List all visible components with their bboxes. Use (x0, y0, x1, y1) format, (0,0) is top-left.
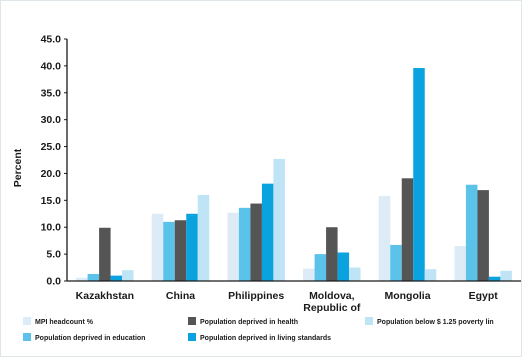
bar-population-below-1-25-poverty-lin-3 (349, 267, 361, 281)
bar-mpi-headcount-5 (454, 246, 466, 281)
x-axis-labels: Kazakhstan China Philippines Moldova,Republ… (76, 290, 499, 314)
y-tick-label: 35.0 (41, 87, 62, 99)
bar-population-deprived-in-living-standards-5 (488, 276, 501, 281)
bar-population-deprived-in-education-5 (465, 184, 478, 281)
bar-population-deprived-in-health-4 (401, 178, 414, 281)
x-category-label: Republic of (303, 302, 361, 314)
y-tick-label: 20.0 (41, 168, 62, 180)
legend: MPI headcount % Population deprived in ed… (23, 317, 494, 342)
bar-population-below-1-25-poverty-lin-2 (273, 158, 285, 281)
y-tick-label: 5.0 (46, 249, 61, 261)
bars (76, 68, 512, 281)
x-category-label: Mongolia (384, 290, 430, 302)
bar-population-deprived-in-education-0 (87, 274, 100, 281)
bar-population-below-1-25-poverty-lin-4 (424, 269, 437, 281)
y-tick-label: 30.0 (41, 114, 62, 126)
legend-label: Population below $ 1.25 poverty lin (377, 319, 494, 326)
legend-label: Population deprived in education (35, 335, 145, 342)
bar-mpi-headcount-3 (303, 268, 315, 281)
bar-population-deprived-in-living-standards-4 (413, 68, 425, 281)
legend-swatch (188, 317, 196, 325)
bar-population-deprived-in-education-1 (163, 221, 175, 281)
bar-mpi-headcount-4 (378, 196, 391, 281)
legend-label: Population deprived in health (200, 319, 298, 326)
legend-swatch (23, 317, 31, 325)
bar-population-deprived-in-education-2 (238, 207, 251, 281)
bar-population-below-1-25-poverty-lin-1 (197, 194, 210, 281)
bar-population-deprived-in-education-4 (390, 244, 402, 281)
bar-population-below-1-25-poverty-lin-0 (122, 270, 134, 281)
bar-population-below-1-25-poverty-lin-5 (500, 270, 512, 281)
bar-mpi-headcount-0 (76, 277, 88, 281)
bar-population-deprived-in-living-standards-3 (337, 252, 350, 281)
bar-population-deprived-in-education-3 (314, 254, 327, 281)
bar-mpi-headcount-2 (227, 212, 239, 281)
x-category-label: Kazakhstan (76, 290, 134, 302)
bar-mpi-headcount-1 (151, 213, 164, 281)
y-tick-label: 40.0 (41, 60, 62, 72)
legend-swatch (188, 333, 196, 341)
bar-population-deprived-in-health-1 (174, 220, 187, 281)
y-tick-label: 15.0 (41, 195, 62, 207)
x-category-label: Moldova, (309, 290, 355, 302)
bar-population-deprived-in-health-5 (477, 190, 489, 281)
y-tick-label: 45.0 (41, 34, 62, 46)
y-tick-label: 10.0 (41, 222, 62, 234)
y-tick-label: 0.0 (46, 276, 61, 288)
bar-population-deprived-in-living-standards-0 (110, 275, 123, 281)
bar-population-deprived-in-health-0 (99, 227, 111, 281)
y-axis-title: Percent (12, 148, 24, 187)
x-category-label: Egypt (469, 290, 499, 302)
legend-swatch (23, 333, 31, 341)
x-category-label: Philippines (228, 290, 284, 302)
legend-swatch (365, 317, 373, 325)
bar-population-deprived-in-health-2 (250, 203, 262, 281)
x-category-label: China (166, 290, 195, 302)
y-axis-ticks: 0.0 5.0 10.0 15.0 20.0 25.0 30.0 35.0 40.0 45.0 (41, 34, 67, 288)
bar-population-deprived-in-living-standards-2 (261, 183, 274, 281)
legend-label: MPI headcount % (35, 319, 94, 326)
bar-population-deprived-in-health-3 (326, 227, 338, 281)
bar-population-deprived-in-living-standards-1 (186, 213, 198, 281)
y-tick-label: 25.0 (41, 141, 62, 153)
legend-label: Population deprived in living standards (200, 335, 331, 342)
